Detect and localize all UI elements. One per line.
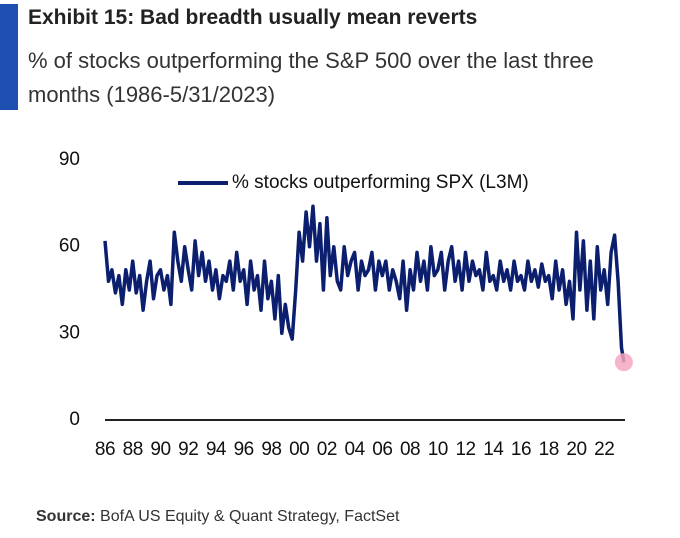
- accent-bar: [0, 4, 18, 110]
- last-point-marker: [614, 353, 633, 372]
- x-tick-label: 94: [206, 439, 227, 460]
- x-tick-label: 86: [95, 439, 115, 460]
- x-tick-label: 16: [511, 439, 531, 460]
- x-tick-label: 12: [455, 439, 475, 460]
- y-tick-label: 60: [59, 236, 80, 257]
- x-tick-label: 22: [594, 439, 614, 460]
- x-tick-label: 00: [289, 439, 309, 460]
- legend-label: % stocks outperforming SPX (L3M): [232, 172, 529, 193]
- x-tick-label: 08: [400, 439, 420, 460]
- chart-subtitle: % of stocks outperforming the S&P 500 ov…: [28, 48, 594, 107]
- chart-title: Exhibit 15: Bad breadth usually mean rev…: [28, 6, 478, 29]
- x-tick-label: 06: [372, 439, 392, 460]
- x-tick-label: 20: [566, 439, 586, 460]
- x-tick-label: 14: [483, 439, 504, 460]
- x-tick-label: 88: [123, 439, 143, 460]
- x-tick-label: 04: [345, 439, 366, 460]
- x-tick-label: 18: [539, 439, 559, 460]
- x-tick-label: 90: [150, 439, 170, 460]
- y-tick-label: 90: [59, 149, 80, 170]
- source: Source: BofA US Equity & Quant Strategy,…: [36, 508, 399, 526]
- x-tick-label: 98: [261, 439, 281, 460]
- x-tick-label: 92: [178, 439, 198, 460]
- x-tick-label: 10: [428, 439, 448, 460]
- y-tick-label: 30: [59, 322, 80, 343]
- x-tick-label: 96: [234, 439, 254, 460]
- source-text: BofA US Equity & Quant Strategy, FactSet: [100, 508, 400, 525]
- x-tick-label: 02: [317, 439, 337, 460]
- series-line: [103, 204, 626, 363]
- y-tick-label: 0: [69, 409, 80, 430]
- source-label: Source:: [36, 508, 96, 525]
